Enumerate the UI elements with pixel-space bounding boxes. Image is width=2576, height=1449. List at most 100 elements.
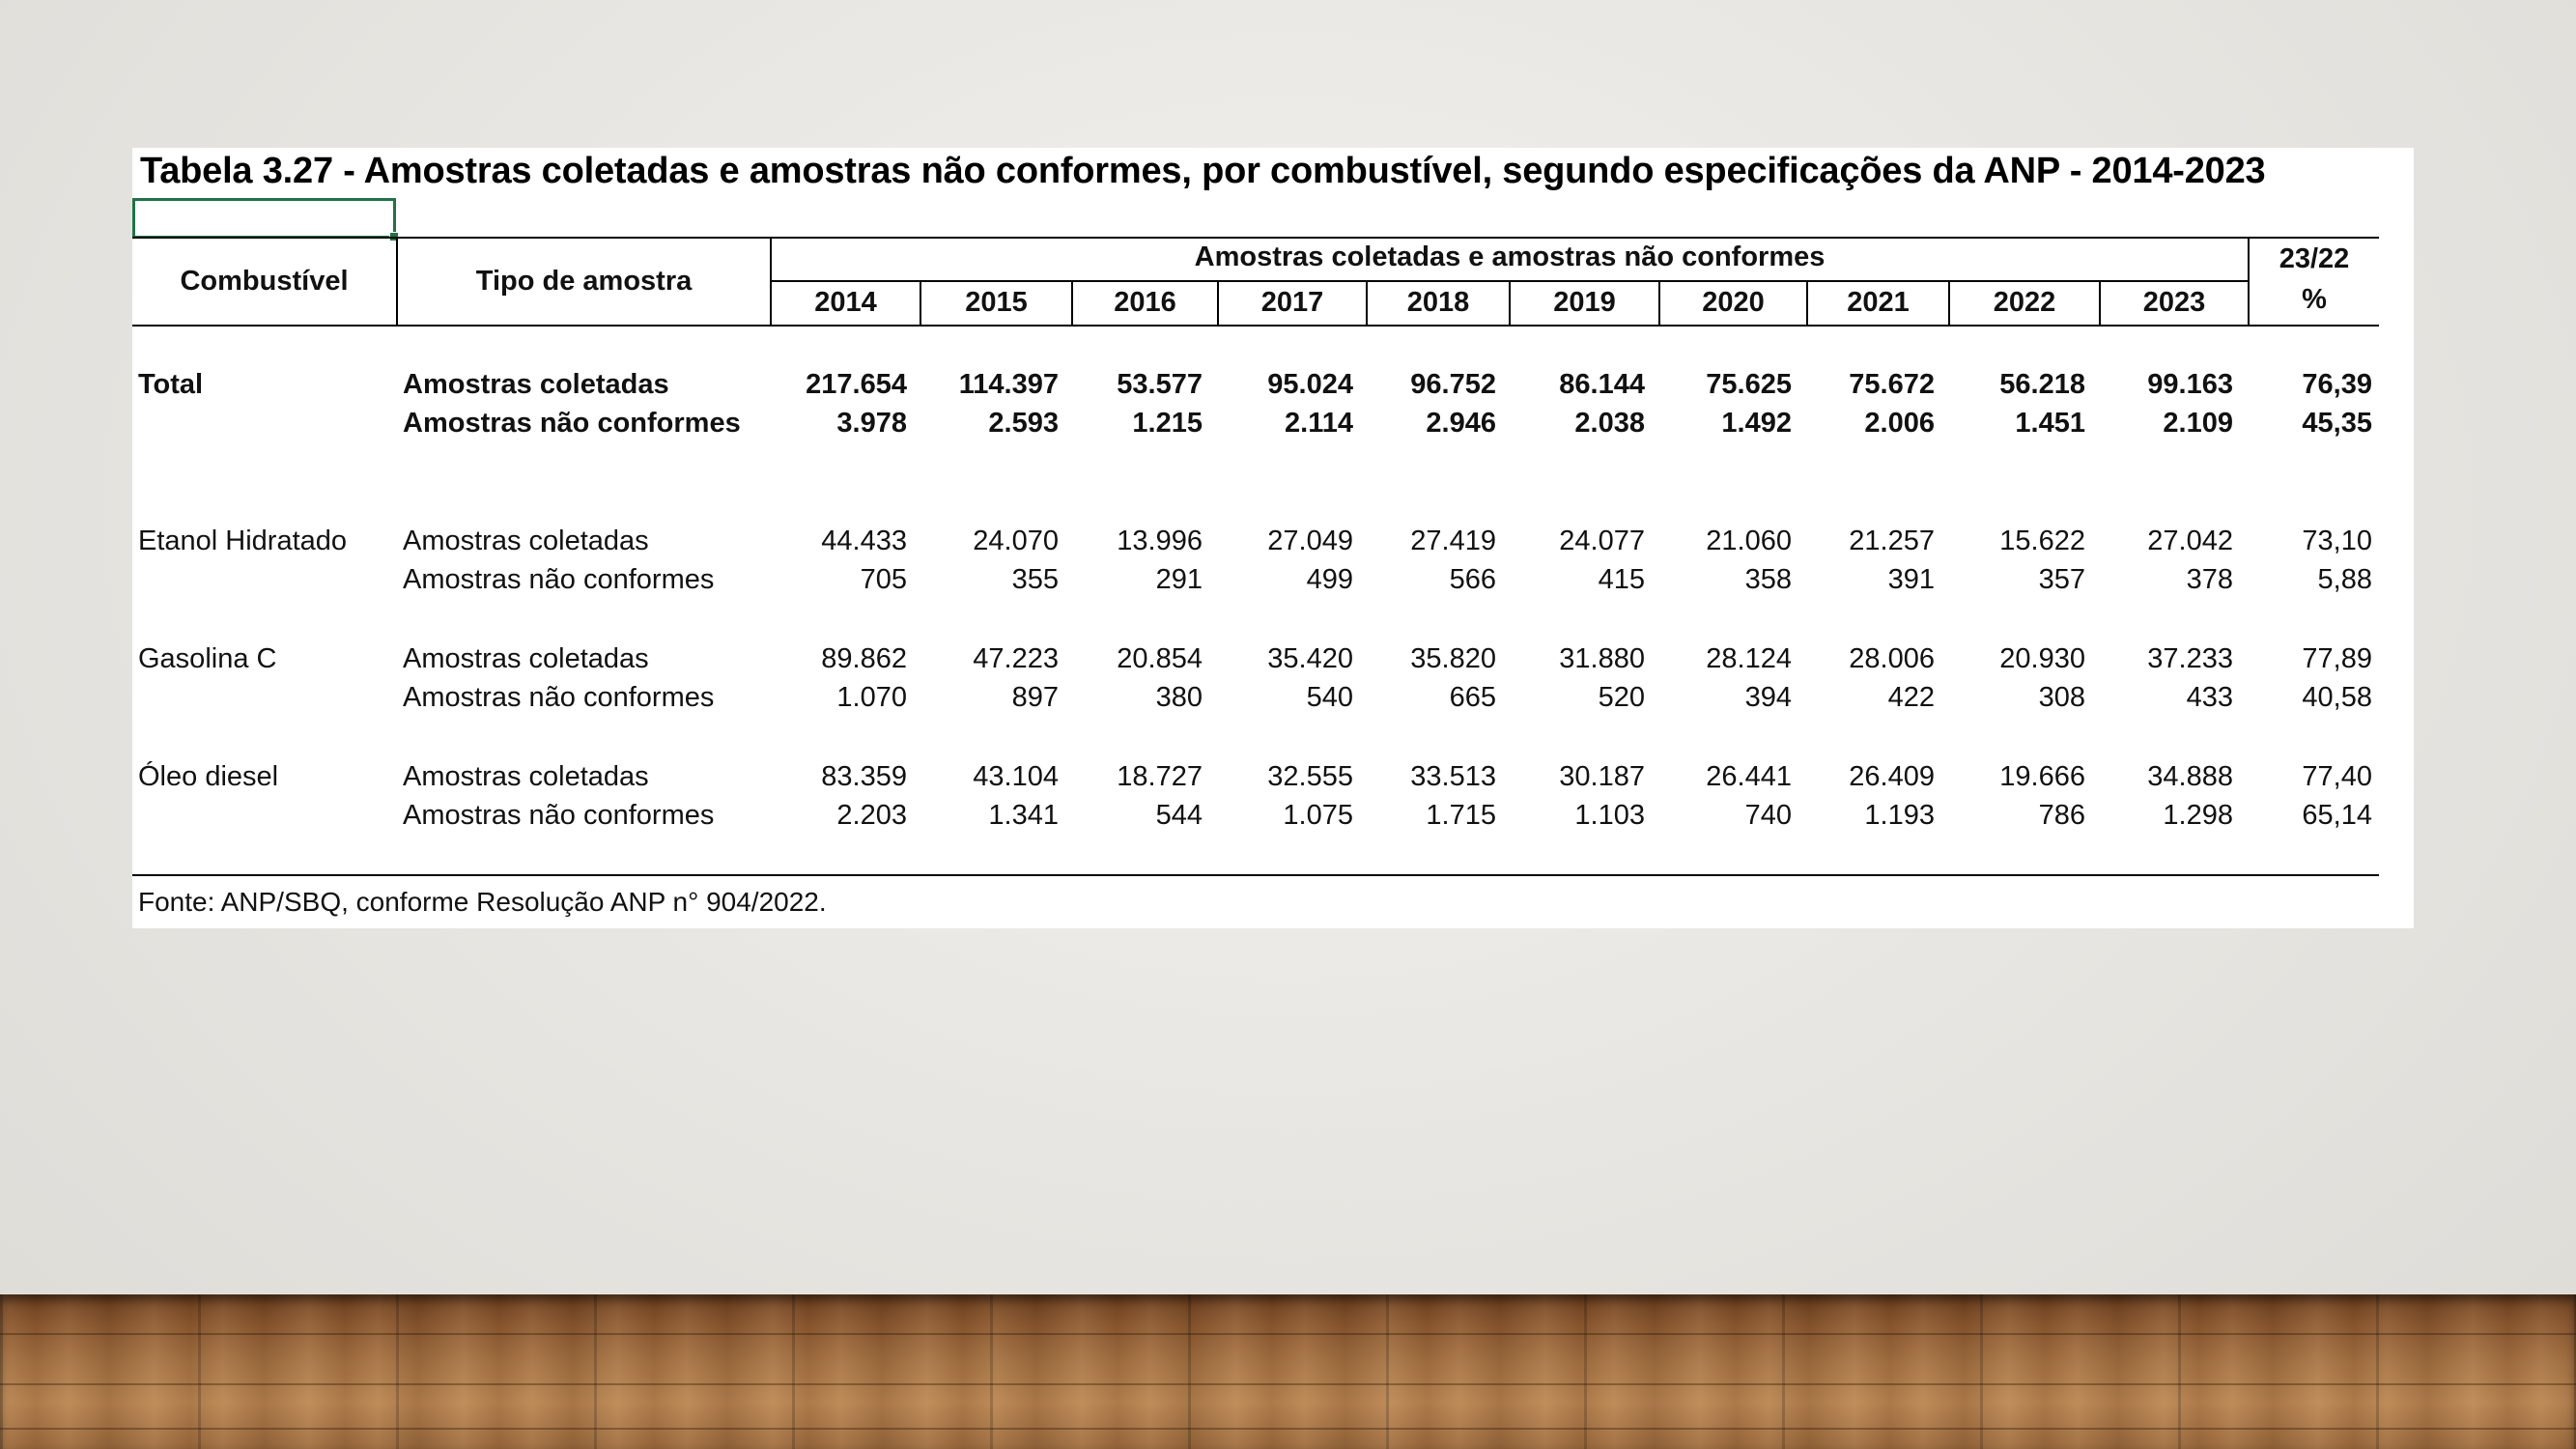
sample-type-label: Amostras coletadas [403,761,649,792]
value-cell: 34.888 [2147,761,2233,792]
value-cell: 53.577 [1117,369,1203,400]
value-cell: 89.862 [821,643,907,674]
value-cell: 44.433 [821,526,907,556]
value-cell: 2.203 [836,800,907,831]
value-cell: 380 [1155,682,1203,713]
value-cell: 21.257 [1849,526,1935,556]
value-cell: 99.163 [2147,369,2233,400]
value-cell: 27.042 [2147,526,2233,556]
year-header: 2020 [1702,287,1765,318]
ratio-cell: 76,39 [2302,369,2372,400]
value-cell: 43.104 [973,761,1059,792]
value-cell: 47.223 [973,643,1059,674]
value-cell: 217.654 [806,369,907,400]
value-cell: 740 [1744,800,1792,831]
value-cell: 357 [2038,564,2085,595]
value-cell: 544 [1155,800,1203,831]
ratio-cell: 65,14 [2302,800,2372,831]
year-header: 2015 [965,287,1028,318]
year-header: 2019 [1553,287,1616,318]
value-cell: 28.006 [1849,643,1935,674]
fuel-label: Etanol Hidratado [138,526,348,556]
value-cell: 75.672 [1849,369,1935,400]
value-cell: 18.727 [1117,761,1203,792]
header-divider [396,237,398,327]
col-header-fuel: Combustível [180,266,349,297]
value-cell: 2.946 [1426,408,1496,439]
value-cell: 2.114 [1285,408,1353,439]
ratio-cell: 73,10 [2302,526,2372,556]
selected-cell[interactable] [132,198,399,242]
value-cell: 1.075 [1283,800,1353,831]
value-cell: 75.625 [1706,369,1792,400]
ratio-cell: 45,35 [2302,408,2372,439]
value-cell: 1.215 [1132,408,1203,439]
value-cell: 520 [1598,682,1645,713]
sample-type-label: Amostras coletadas [403,643,649,674]
ratio-cell: 77,40 [2302,761,2372,792]
value-cell: 27.419 [1410,526,1496,556]
value-cell: 20.930 [1999,643,2085,674]
value-cell: 2.038 [1574,408,1645,439]
sample-type-label: Amostras não conformes [403,800,715,831]
year-header: 2017 [1260,287,1324,318]
value-cell: 1.070 [836,682,907,713]
sample-type-label: Amostras não conformes [403,682,715,713]
year-divider [1658,280,1660,326]
value-cell: 35.420 [1267,643,1353,674]
value-cell: 705 [860,564,907,595]
value-cell: 26.441 [1706,761,1792,792]
sample-type-label: Amostras não conformes [403,564,715,595]
value-cell: 1.715 [1426,800,1496,831]
value-cell: 28.124 [1706,643,1792,674]
fuel-label: Total [138,369,204,400]
header-divider [770,237,772,327]
value-cell: 56.218 [1999,369,2085,400]
table-title: Tabela 3.27 - Amostras coletadas e amost… [140,151,2266,191]
spreadsheet-table: Tabela 3.27 - Amostras coletadas e amost… [132,148,2414,928]
value-cell: 665 [1449,682,1496,713]
value-cell: 3.978 [836,408,907,439]
col-header-group: Amostras coletadas e amostras não confor… [1194,242,1826,272]
value-cell: 1.451 [2015,408,2085,439]
value-cell: 433 [2186,682,2233,713]
year-header: 2014 [814,287,877,318]
value-cell: 19.666 [1999,761,2085,792]
year-header: 2023 [2142,287,2206,318]
value-cell: 27.049 [1267,526,1353,556]
value-cell: 83.359 [821,761,907,792]
value-cell: 86.144 [1559,369,1645,400]
fuel-label: Gasolina C [138,643,277,674]
value-cell: 1.492 [1721,408,1792,439]
header-divider [2248,237,2250,327]
sample-type-label: Amostras coletadas [403,369,669,400]
value-cell: 2.006 [1864,408,1935,439]
value-cell: 394 [1744,682,1792,713]
value-cell: 378 [2186,564,2233,595]
header-bottom-rule [132,325,2379,327]
value-cell: 96.752 [1410,369,1496,400]
year-divider [1217,280,1219,326]
year-divider [1948,280,1950,326]
value-cell: 30.187 [1559,761,1645,792]
value-cell: 415 [1598,564,1645,595]
value-cell: 1.298 [2163,800,2233,831]
value-cell: 391 [1887,564,1935,595]
year-divider [1071,280,1073,326]
wooden-floor [0,1294,2576,1449]
year-header: 2021 [1847,287,1910,318]
table-bottom-rule [132,874,2379,876]
year-header: 2016 [1114,287,1176,318]
year-divider [920,280,921,326]
value-cell: 13.996 [1117,526,1203,556]
sample-type-label: Amostras coletadas [403,526,649,556]
header-top-rule [132,237,2379,239]
value-cell: 33.513 [1410,761,1496,792]
value-cell: 35.820 [1410,643,1496,674]
value-cell: 1.103 [1574,800,1645,831]
value-cell: 95.024 [1267,369,1353,400]
value-cell: 24.070 [973,526,1059,556]
value-cell: 308 [2038,682,2085,713]
year-divider [1366,280,1368,326]
value-cell: 31.880 [1559,643,1645,674]
